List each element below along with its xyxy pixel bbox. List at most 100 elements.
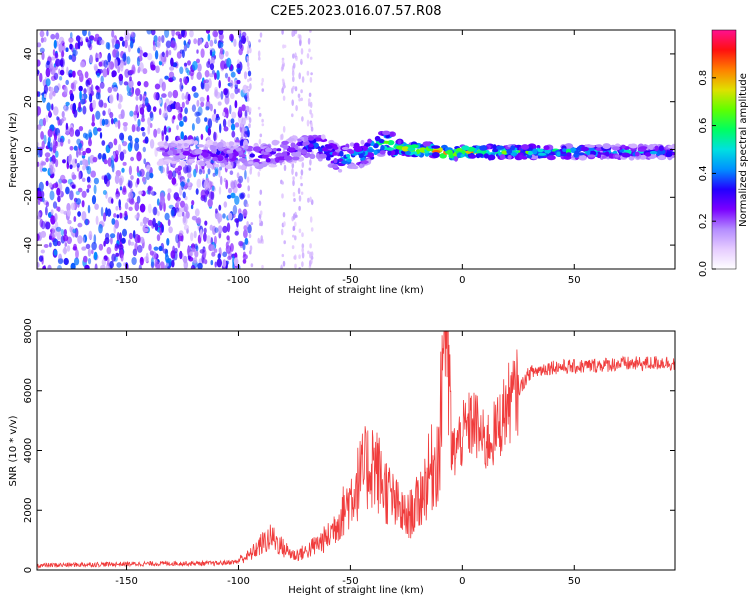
spectrogram-cell <box>282 95 286 101</box>
spectrogram-cell <box>135 88 141 96</box>
spectrogram-ridge-cell <box>294 151 302 157</box>
spectrogram-cell <box>45 114 49 123</box>
spectrogram-ridge-cell <box>271 139 279 146</box>
spectrogram-cell <box>94 203 99 210</box>
spectrogram-cell <box>205 41 209 48</box>
spectrogram-cell <box>242 37 246 45</box>
spectrogram-cell <box>210 244 215 252</box>
spectrogram-cell <box>309 251 312 259</box>
spectrogram-cell <box>231 130 236 138</box>
colorbar-gradient <box>711 29 737 270</box>
spectrogram-cell <box>301 162 305 168</box>
spectrogram-cell <box>100 206 104 217</box>
spectrogram-cell <box>69 43 73 50</box>
spectrogram-cell <box>226 222 231 233</box>
spectrogram-cell <box>223 201 228 208</box>
spectrogram-cell <box>102 110 106 116</box>
spectrogram-cell <box>40 37 45 43</box>
spectrogram-cell <box>129 138 133 149</box>
spectrogram-cell <box>107 208 112 217</box>
spectrogram-cell <box>167 192 171 201</box>
spectrogram-ridge-cell <box>249 153 255 158</box>
spectrogram-cell <box>294 86 298 92</box>
spectrogram-cell <box>224 95 230 105</box>
spectrogram-cell <box>230 123 236 131</box>
spectrogram-cell <box>150 30 156 36</box>
spectrogram-cell <box>309 159 312 166</box>
spectrogram-ridge-cell <box>283 155 293 161</box>
spectrogram-cell <box>140 221 144 227</box>
spectrogram-cell <box>72 102 77 112</box>
spectrogram-cell <box>246 57 250 63</box>
spectrogram-cell <box>87 258 92 265</box>
spectrogram-cell <box>225 50 229 57</box>
spectrogram-cell <box>75 198 82 205</box>
spectrogram-ridge-cell <box>562 148 567 153</box>
spectrogram-cell <box>45 78 51 87</box>
spectrogram-cell <box>41 167 48 172</box>
spectrogram-cell <box>112 87 118 92</box>
spectrogram-cell <box>176 124 179 131</box>
spectrogram-cell <box>144 136 149 144</box>
spectrogram-cell <box>49 164 54 175</box>
spectrogram-ridge-cell <box>244 144 249 150</box>
spectrogram-cell <box>142 146 146 153</box>
spectrogram-ridge-cell <box>291 156 300 161</box>
spectrogram-cell <box>283 85 286 89</box>
spectrogram-ridge-cell <box>333 146 339 150</box>
spectrogram-ridge-cell <box>351 165 359 170</box>
spectrogram-cell <box>191 200 195 206</box>
spectrogram-cell <box>227 76 231 83</box>
spectrogram-cell <box>58 36 65 45</box>
spectrogram-cell <box>219 123 222 134</box>
spectrogram-ridge-cell <box>602 143 611 150</box>
spectrogram-ridge-cell <box>360 157 366 161</box>
spectrogram-cell <box>281 63 285 70</box>
spectrogram-cell <box>77 222 83 228</box>
spectrogram-cell <box>297 187 301 195</box>
spectrogram-cell <box>228 187 232 194</box>
spectrogram-ridge-cell <box>373 150 378 156</box>
spectrogram-cell <box>46 102 51 112</box>
spectrogram-cell <box>165 135 169 142</box>
spectrogram-cell <box>79 71 82 78</box>
spectrogram-cell <box>164 212 170 221</box>
spectrogram-ridge-cell <box>319 138 328 143</box>
spectrogram-ridge-cell <box>566 152 571 157</box>
spectrogram-cell <box>204 70 210 78</box>
spectrogram-cell <box>182 215 187 224</box>
spectrogram-cell <box>83 88 87 94</box>
spectrogram-cell <box>198 168 203 175</box>
spectrogram-cell <box>308 167 312 171</box>
spectrogram-cell <box>41 140 45 150</box>
spectrogram-cell <box>150 64 156 71</box>
spectrogram-ridge-cell <box>183 142 188 147</box>
spectrogram-cell <box>37 198 41 205</box>
spectrogram-cell <box>300 169 304 176</box>
spectrogram-cell <box>100 75 104 84</box>
spectrogram-cell <box>77 187 83 193</box>
spectrogram-cell <box>149 139 155 149</box>
spectrogram-cell <box>129 199 135 205</box>
spectrogram-cell <box>291 70 295 77</box>
spectrogram-ridge-cell <box>282 151 288 157</box>
spectrogram-cell <box>123 125 128 132</box>
spectrogram-cell <box>292 179 295 187</box>
spectrogram-cell <box>114 174 120 185</box>
spectrogram-cell <box>194 243 198 250</box>
spectrogram-cell <box>294 235 297 241</box>
spectrogram-cell <box>306 119 310 127</box>
spectrogram-ridge-cell <box>587 154 596 158</box>
spectrogram-ridge-cell <box>374 135 381 142</box>
spectrogram-cell <box>259 32 263 38</box>
spectrogram-cell <box>204 83 210 92</box>
spectrogram-cell <box>111 70 117 77</box>
spectrogram-ridge-cell <box>252 146 262 152</box>
spectrogram-ridge-cell <box>177 143 182 147</box>
spectrogram-cell <box>41 51 45 61</box>
spectrogram-cell <box>139 168 145 177</box>
spectrogram-ridge-cell <box>532 148 538 155</box>
spectrogram-cell <box>37 161 40 167</box>
spectrogram-cell <box>146 164 151 172</box>
x-tick-label: 50 <box>568 576 581 587</box>
